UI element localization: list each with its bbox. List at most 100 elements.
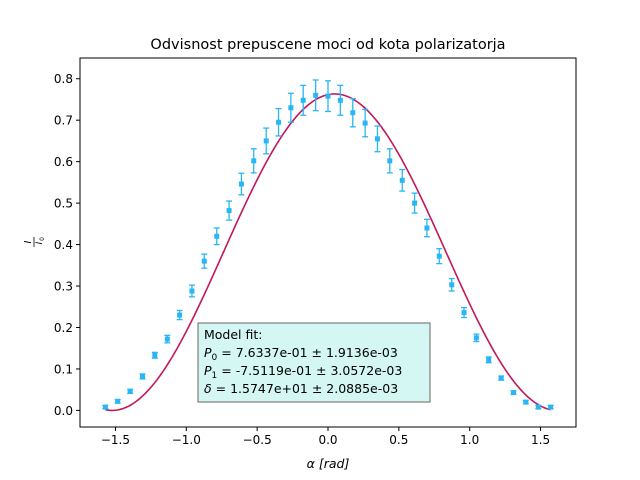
point-marker (226, 208, 232, 214)
point-marker (313, 92, 319, 98)
point-marker (498, 375, 504, 381)
annotation-line-p0: P0 = 7.6337e-01 ± 1.9136e-03 (204, 345, 398, 363)
point-marker (473, 335, 479, 341)
data-point (473, 333, 480, 343)
x-tick-label: 0.0 (318, 433, 337, 447)
y-tick-label: 0.8 (54, 72, 73, 86)
point-marker (412, 200, 418, 206)
y-label-denominator: I (35, 241, 45, 244)
point-marker (263, 138, 269, 144)
y-tick-label: 0.0 (54, 404, 73, 418)
data-point (102, 404, 109, 410)
data-point (287, 92, 294, 123)
fit-annotation-box: Model fit: P0 = 7.6337e-01 ± 1.9136e-03 … (197, 322, 431, 403)
y-tick-label: 0.5 (54, 197, 73, 211)
data-point (127, 388, 134, 395)
x-tick-label: 1.5 (531, 433, 550, 447)
point-marker (511, 390, 517, 396)
point-marker (127, 388, 133, 394)
x-tick-label: −0.5 (243, 433, 272, 447)
data-point (213, 227, 220, 246)
x-axis: −1.5 −1.0 −0.5 0.0 0.5 1.0 1.5 (101, 427, 550, 447)
point-marker (201, 258, 207, 264)
data-point (139, 373, 146, 380)
data-point (510, 390, 517, 396)
point-marker (288, 105, 294, 111)
data-points-layer (102, 79, 554, 410)
point-marker (214, 233, 220, 239)
point-marker (449, 282, 455, 288)
y-tick-label: 0.1 (54, 362, 73, 376)
point-marker (337, 97, 343, 103)
plot-area (102, 79, 554, 412)
annotation-line-delta: δ = 1.5747e+01 ± 2.0885e-03 (204, 381, 398, 396)
y-tick-label: 0.4 (54, 238, 73, 252)
data-point (498, 375, 505, 381)
data-point (201, 253, 208, 269)
point-marker (399, 177, 405, 183)
y-axis-label: I I 0 (23, 237, 46, 247)
data-point (399, 168, 406, 192)
annotation-background (197, 322, 431, 403)
point-marker (523, 399, 529, 405)
annotation-header: Model fit: (204, 327, 263, 342)
point-marker (387, 158, 393, 164)
data-point (535, 404, 542, 410)
point-marker (102, 404, 108, 410)
data-point (436, 248, 443, 265)
data-point (250, 148, 257, 174)
x-axis-label: α [rad] (307, 456, 350, 471)
y-tick-label: 0.6 (54, 155, 73, 169)
data-point (263, 127, 270, 155)
point-marker (424, 225, 430, 231)
point-marker (177, 312, 183, 318)
data-point (337, 84, 344, 116)
data-point (386, 148, 393, 174)
data-point (164, 334, 171, 344)
point-marker (548, 404, 554, 410)
data-point (300, 84, 307, 116)
y-label-denominator-subscript: 0 (39, 237, 46, 241)
data-point (325, 80, 331, 113)
x-tick-label: −1.5 (101, 433, 130, 447)
data-point (522, 399, 529, 405)
y-tick-label: 0.2 (54, 321, 73, 335)
data-point (547, 404, 554, 410)
data-point (485, 356, 492, 364)
y-label-numerator: I (23, 240, 34, 243)
data-point (411, 192, 418, 214)
point-marker (164, 336, 170, 342)
chart-title: Odvisnost prepuscene moci od kota polari… (150, 37, 505, 53)
y-tick-label: 0.7 (54, 114, 73, 128)
point-marker (350, 110, 356, 116)
data-point (114, 398, 121, 404)
data-point (362, 108, 369, 138)
point-marker (251, 158, 257, 164)
point-marker (486, 357, 492, 363)
annotation-line-p1: P1 = -7.5119e-01 ± 3.0572e-03 (204, 363, 402, 381)
data-point (461, 306, 468, 319)
data-point (374, 125, 381, 153)
data-point (151, 351, 158, 359)
point-marker (115, 398, 121, 404)
data-point (448, 277, 455, 292)
data-point (188, 284, 195, 298)
y-axis: 0.0 0.1 0.2 0.3 0.4 0.5 0.6 0.7 0.8 (54, 72, 80, 418)
point-marker (374, 136, 380, 142)
x-tick-label: 0.5 (389, 433, 408, 447)
data-point (349, 97, 356, 128)
data-point (238, 172, 245, 196)
y-tick-label: 0.3 (54, 280, 73, 294)
point-marker (461, 310, 467, 316)
point-marker (139, 373, 145, 379)
data-point (312, 79, 319, 112)
point-marker (436, 253, 442, 259)
data-point (176, 309, 183, 321)
point-marker (189, 288, 195, 294)
data-point (275, 107, 282, 137)
point-marker (152, 352, 158, 358)
point-marker (535, 404, 541, 410)
point-marker (325, 93, 331, 99)
x-tick-label: −1.0 (172, 433, 201, 447)
